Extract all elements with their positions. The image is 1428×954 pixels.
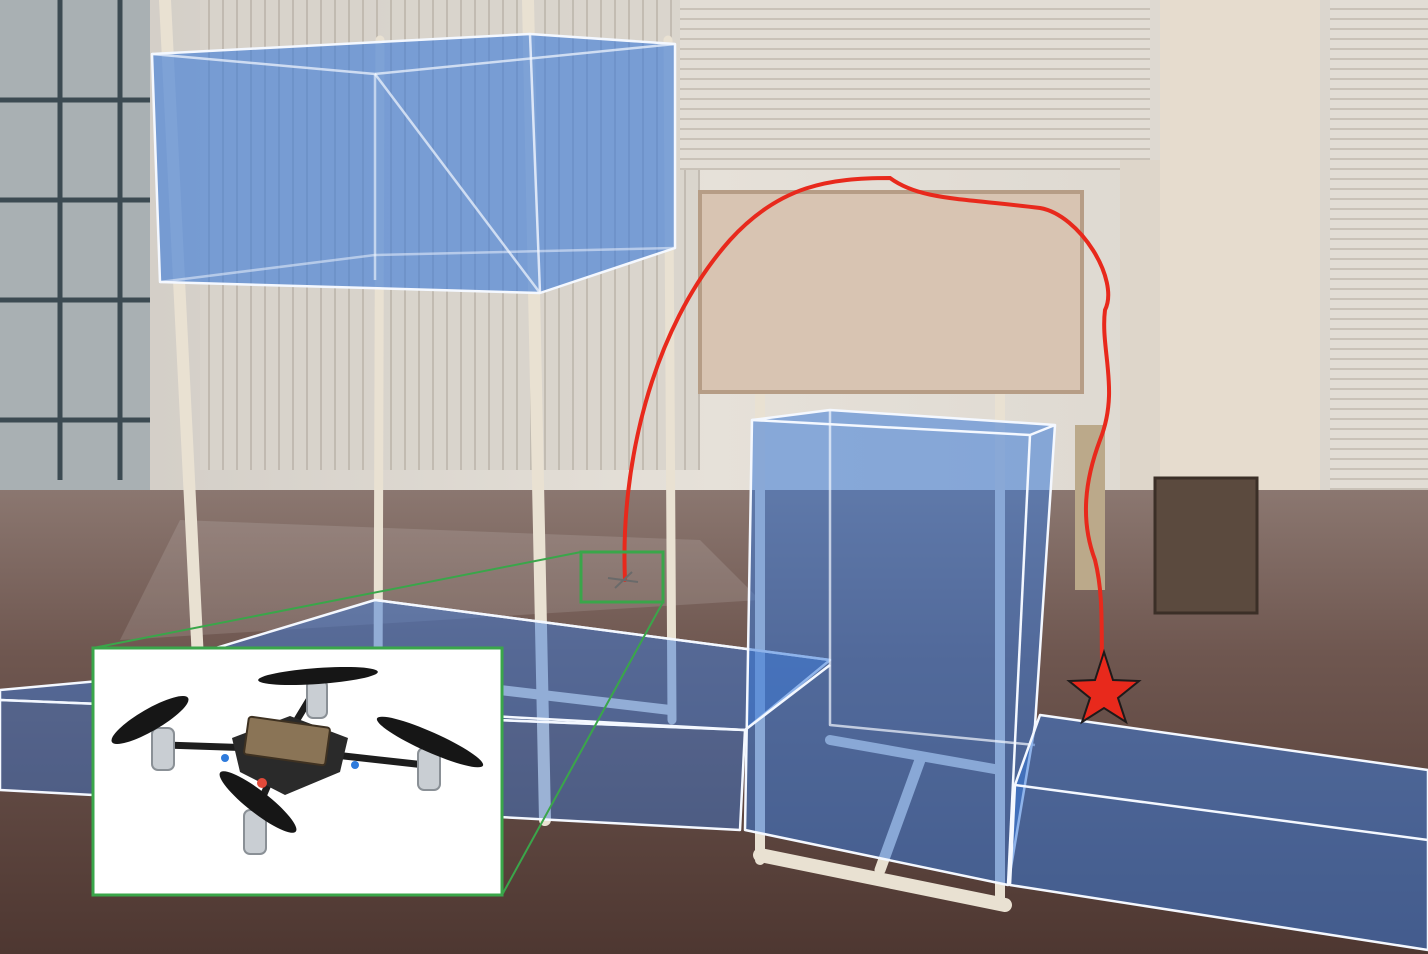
window-left — [0, 0, 150, 500]
drone-small-icon — [607, 571, 639, 589]
wall-sign — [1075, 425, 1105, 590]
obstacle-top-left — [150, 32, 677, 295]
drone-inset — [91, 646, 504, 897]
obstacle-tall-center — [743, 408, 1057, 887]
inset-connectors — [92, 551, 664, 896]
quadcopter-icon — [111, 666, 484, 855]
drone-highlight-box — [579, 550, 665, 604]
obstacle-floor-right — [1008, 713, 1428, 952]
trajectory-line — [622, 175, 1112, 692]
goal-star-icon — [1066, 648, 1142, 725]
window-grid — [0, 0, 150, 480]
wooden-board — [698, 190, 1084, 394]
window-blinds-right-top — [680, 0, 1150, 170]
floor-panel — [1153, 476, 1259, 615]
